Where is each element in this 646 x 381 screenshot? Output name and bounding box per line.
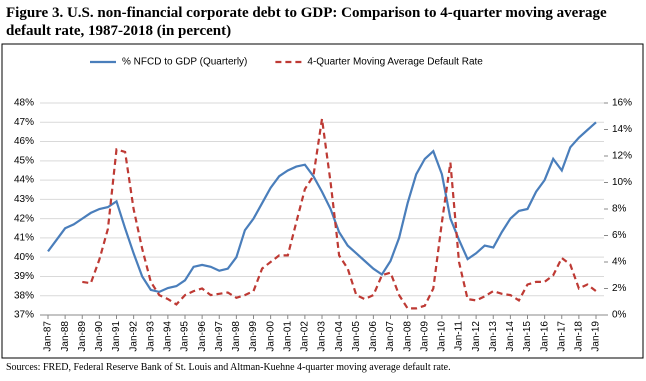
- x-tick-label: Jan-92: [128, 321, 139, 352]
- y-tick-label: 47%: [14, 117, 34, 128]
- x-tick-label: Jan-95: [180, 321, 191, 352]
- x-tick-label: Jan-04: [334, 321, 345, 352]
- x-tick-label: Jan-06: [368, 321, 379, 352]
- y-tick-label: 48%: [14, 98, 34, 109]
- x-tick-label: Jan-99: [248, 321, 259, 352]
- x-tick-label: Jan-07: [385, 321, 396, 352]
- x-tick-label: Jan-11: [454, 321, 465, 351]
- x-tick-label: Jan-14: [505, 321, 516, 352]
- y-tick-label: 42%: [14, 213, 34, 224]
- x-tick-label: Jan-09: [419, 321, 430, 352]
- x-tick-label: Jan-12: [471, 321, 482, 352]
- data-line: [82, 118, 597, 310]
- x-tick-label: Jan-03: [317, 321, 328, 352]
- y2-tick-label: 2%: [612, 283, 627, 294]
- legend-label: 4-Quarter Moving Average Default Rate: [307, 57, 483, 68]
- x-tick-label: Jan-01: [282, 321, 293, 352]
- x-tick-label: Jan-98: [231, 321, 242, 352]
- x-tick-label: Jan-87: [43, 321, 54, 352]
- chart-frame: [1, 43, 644, 359]
- x-tick-label: Jan-18: [574, 321, 585, 352]
- y-tick-label: 45%: [14, 155, 34, 166]
- x-tick-label: Jan-17: [556, 321, 567, 352]
- y2-tick-label: 4%: [612, 257, 627, 268]
- y-tick-label: 38%: [14, 290, 34, 301]
- x-tick-label: Jan-10: [437, 321, 448, 352]
- y-tick-label: 43%: [14, 194, 34, 205]
- x-tick-label: Jan-94: [163, 321, 174, 352]
- x-tick-label: Jan-02: [300, 321, 311, 352]
- x-tick-label: Jan-96: [197, 321, 208, 352]
- y-tick-label: 41%: [14, 233, 34, 244]
- y2-tick-label: 16%: [612, 98, 632, 109]
- x-tick-label: Jan-16: [539, 321, 550, 352]
- x-tick-label: Jan-00: [265, 321, 276, 352]
- x-tick-label: Jan-97: [214, 321, 225, 352]
- y2-tick-label: 6%: [612, 230, 627, 241]
- y2-tick-label: 14%: [612, 124, 632, 135]
- x-tick-label: Jan-93: [145, 321, 156, 352]
- data-line: [47, 121, 597, 294]
- x-tick-label: Jan-13: [488, 321, 499, 352]
- x-tick-label: Jan-88: [60, 321, 71, 352]
- y-tick-label: 37%: [14, 310, 34, 321]
- x-tick-label: Jan-19: [591, 321, 602, 352]
- x-tick-label: Jan-08: [402, 321, 413, 352]
- x-tick-label: Jan-05: [351, 321, 362, 352]
- y2-tick-label: 0%: [612, 310, 627, 321]
- y2-tick-label: 8%: [612, 204, 627, 215]
- chart: 37% 38% 39% 40% 41% 42% 43% 44% 45% 46% 47% 48% 0% 2%…: [1, 43, 644, 359]
- source-note: Sources: FRED, Federal Reserve Bank of S…: [6, 362, 451, 373]
- x-tick-label: Jan-15: [522, 321, 533, 352]
- y-tick-label: 40%: [14, 252, 34, 263]
- x-tick-label: Jan-91: [111, 321, 122, 352]
- x-tick-label: Jan-89: [77, 321, 88, 352]
- y-tick-label: 46%: [14, 136, 34, 147]
- y-tick-label: 39%: [14, 271, 34, 282]
- x-tick-label: Jan-90: [94, 321, 105, 352]
- chart-title: Figure 3. U.S. non-financial corporate d…: [6, 5, 607, 39]
- y2-tick-label: 12%: [612, 151, 632, 162]
- y2-tick-label: 10%: [612, 177, 632, 188]
- legend-label: % NFCD to GDP (Quarterly): [122, 57, 247, 68]
- y-tick-label: 44%: [14, 175, 34, 186]
